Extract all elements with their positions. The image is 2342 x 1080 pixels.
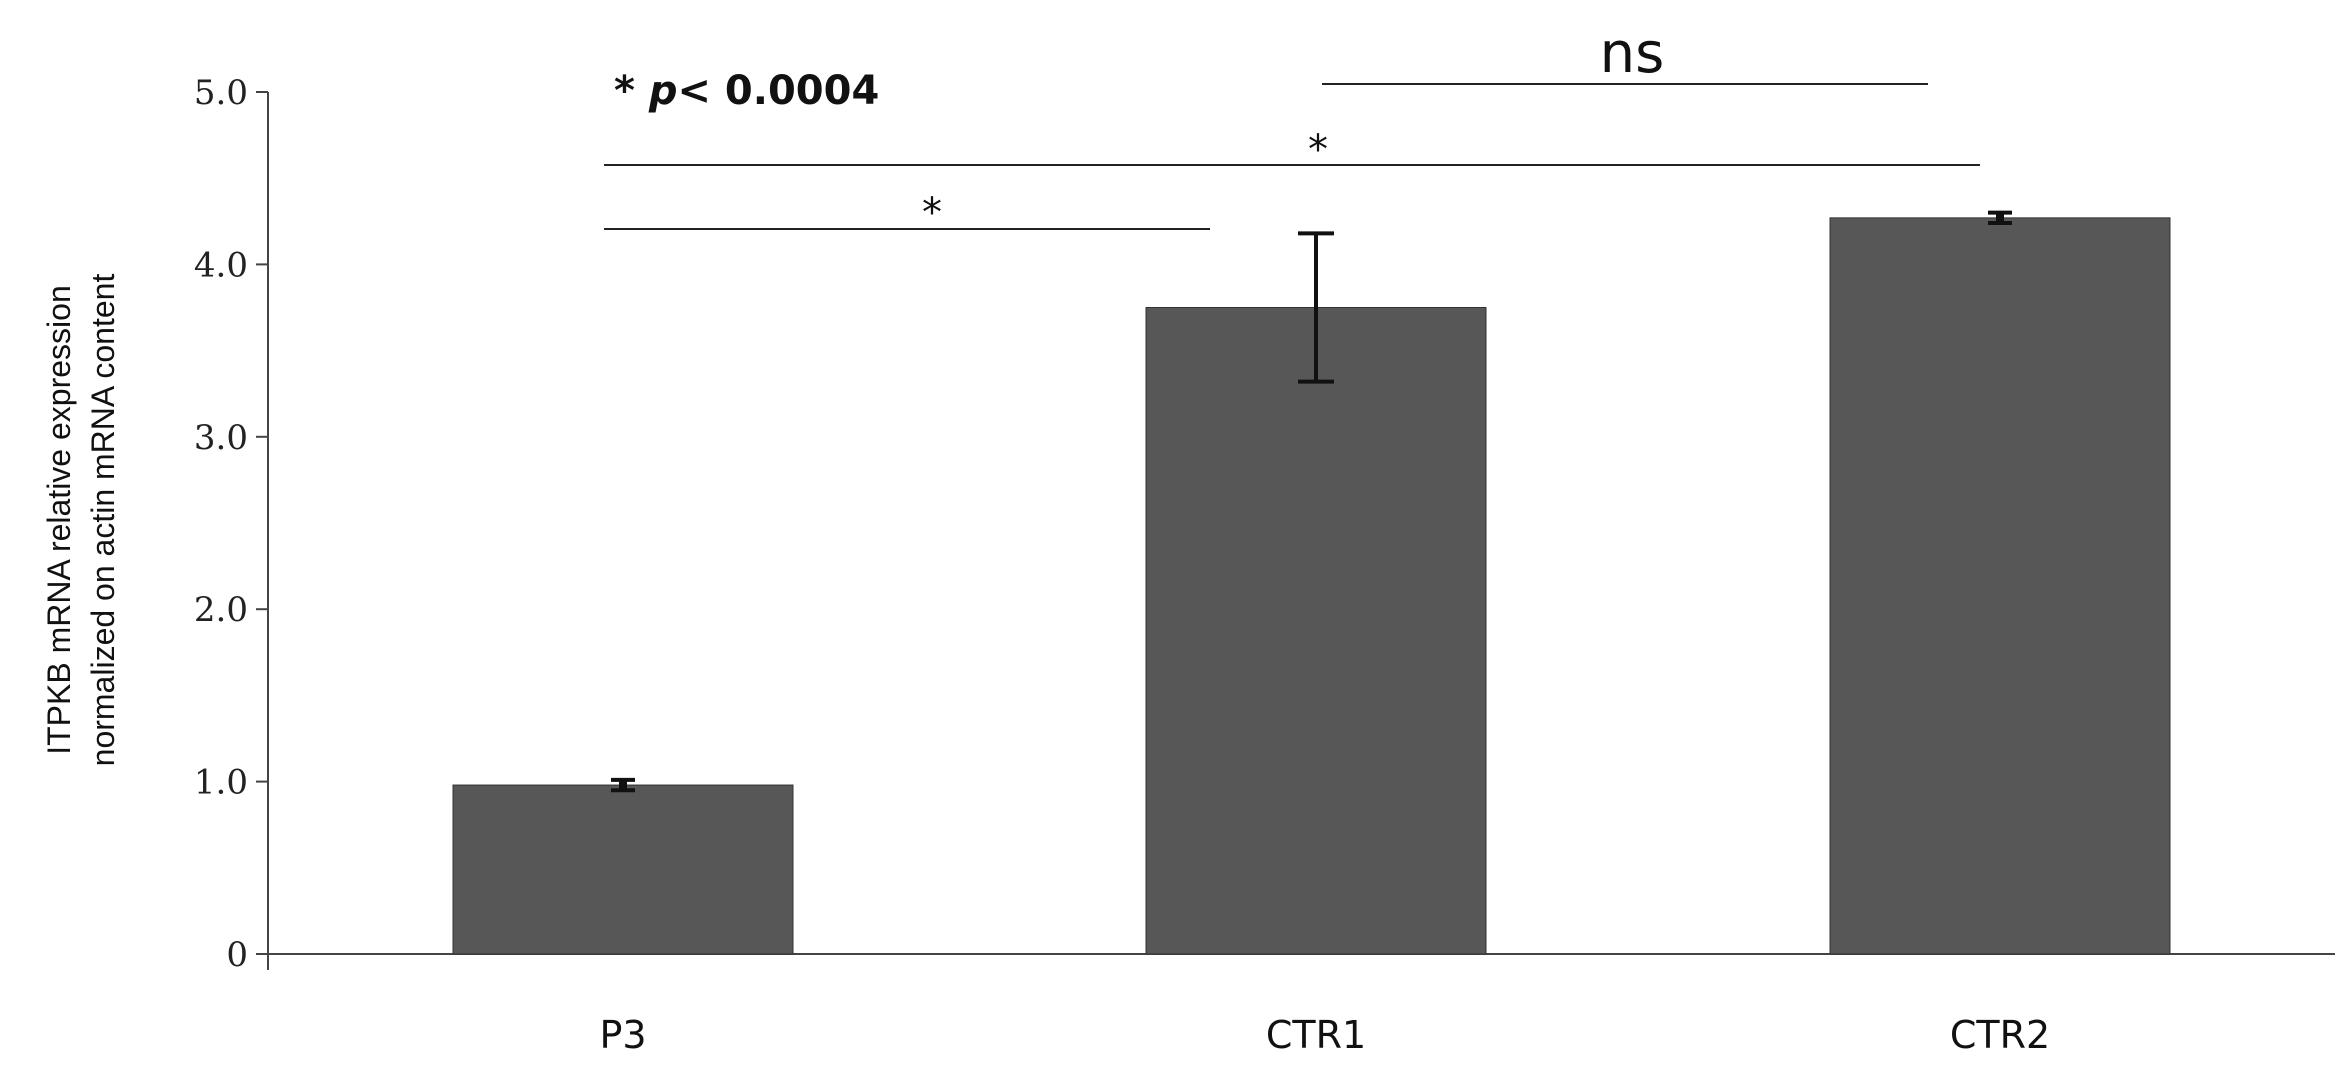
x-tick-label: P3 bbox=[599, 1013, 646, 1057]
y-axis-label-line2: normalized on actin mRNA content bbox=[85, 274, 121, 767]
x-tick-label: CTR2 bbox=[1950, 1013, 2050, 1057]
y-axis-label-line1: ITPKB mRNA relative expression bbox=[41, 285, 77, 755]
x-tick-label: CTR1 bbox=[1266, 1013, 1366, 1057]
y-tick-label: 4.0 bbox=[194, 245, 248, 285]
p-value-note: * p< 0.0004 bbox=[614, 68, 879, 114]
bar-p3 bbox=[452, 784, 794, 955]
bar-ctr1 bbox=[1145, 307, 1487, 955]
error-bars bbox=[611, 210, 2012, 793]
significance-annotations: * * ns * p< 0.0004 bbox=[604, 21, 1980, 236]
axis-labels: P3 CTR1 CTR2 ITPKB mRNA relative expression… bbox=[41, 274, 2050, 1057]
bars bbox=[452, 217, 2171, 955]
bar-ctr2 bbox=[1829, 217, 2171, 955]
y-tick-label: 2.0 bbox=[194, 590, 248, 630]
comparison-label-ctr1-ctr2: ns bbox=[1600, 21, 1665, 86]
y-tick-label: 3.0 bbox=[194, 418, 248, 458]
y-tick-label: 1.0 bbox=[194, 763, 248, 803]
y-tick-label: 5.0 bbox=[194, 73, 248, 113]
comparison-label-p3-ctr1: * bbox=[922, 190, 942, 236]
comparison-label-p3-ctr2: * bbox=[1308, 127, 1328, 173]
y-tick-label: 0 bbox=[226, 935, 248, 975]
